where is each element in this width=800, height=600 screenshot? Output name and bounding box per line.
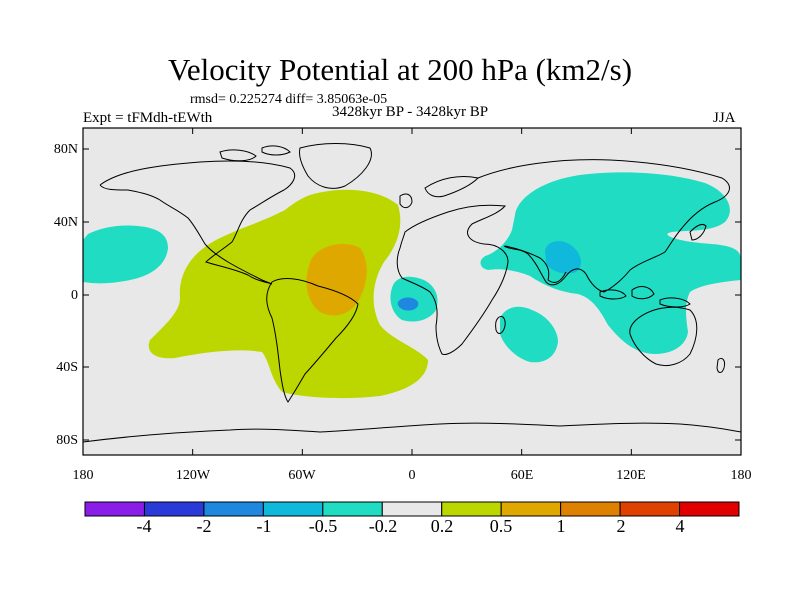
- colorbar-swatch: [679, 501, 740, 517]
- lon-label-120e: 120E: [616, 468, 646, 483]
- colorbar-label: 0.5: [489, 516, 513, 536]
- colorbar-label: 2: [616, 516, 626, 536]
- season-label: JJA: [713, 110, 736, 126]
- colorbar-label: -0.2: [368, 516, 398, 536]
- map-plot-area: [83, 128, 741, 455]
- colorbar-swatch: [203, 501, 264, 517]
- colorbar-label: -2: [196, 516, 212, 536]
- positive-contour-south-america: [306, 243, 367, 316]
- colorbar: [84, 501, 740, 517]
- colorbar-label: 0.2: [430, 516, 454, 536]
- negative-contour-atlantic-core: [397, 297, 419, 311]
- negative-contour-indian-ocean: [500, 306, 558, 363]
- positive-contour-atlantic: [148, 189, 428, 399]
- colorbar-swatch: [560, 501, 621, 517]
- map-ticks: [82, 128, 742, 455]
- colorbar-label: -4: [136, 516, 152, 536]
- lat-label-equator: 0: [71, 288, 78, 303]
- map-title: Velocity Potential at 200 hPa (km2/s): [167, 52, 633, 87]
- period-label: 3428kyr BP - 3428kyr BP: [331, 104, 489, 120]
- colorbar-label: 4: [675, 516, 685, 536]
- colorbar-label: 1: [556, 516, 566, 536]
- negative-contour-asia: [480, 172, 741, 354]
- colorbar-swatch: [143, 501, 205, 517]
- colorbar-swatch: [84, 501, 145, 517]
- colorbar-swatch: [441, 501, 502, 517]
- lon-label-60e: 60E: [510, 468, 534, 483]
- colorbar-swatch: [619, 501, 681, 517]
- negative-contour-pacific-east: [83, 225, 168, 284]
- colorbar-swatch: [381, 501, 443, 517]
- lat-label-40s: 40S: [56, 360, 78, 375]
- colorbar-swatch: [262, 501, 324, 517]
- lon-label-0: 0: [408, 468, 416, 483]
- experiment-label: Expt = tFMdh-tEWth: [83, 110, 213, 126]
- lat-label-40n: 40N: [53, 215, 78, 230]
- coastlines: [83, 143, 741, 443]
- lat-label-80n: 80N: [53, 142, 78, 157]
- lon-label-180e: 180: [730, 468, 752, 483]
- lon-label-120w: 120W: [175, 468, 211, 483]
- colorbar-swatch: [322, 501, 383, 517]
- colorbar-label: -1: [256, 516, 272, 536]
- colorbar-label: -0.5: [308, 516, 338, 536]
- colorbar-swatch: [500, 501, 562, 517]
- stats-text: rmsd= 0.225274 diff= 3.85063e-05: [190, 92, 388, 107]
- lon-label-60w: 60W: [288, 468, 316, 483]
- lon-label-180w: 180: [72, 468, 94, 483]
- lat-label-80s: 80S: [56, 433, 78, 448]
- negative-contour-india-core: [545, 241, 581, 274]
